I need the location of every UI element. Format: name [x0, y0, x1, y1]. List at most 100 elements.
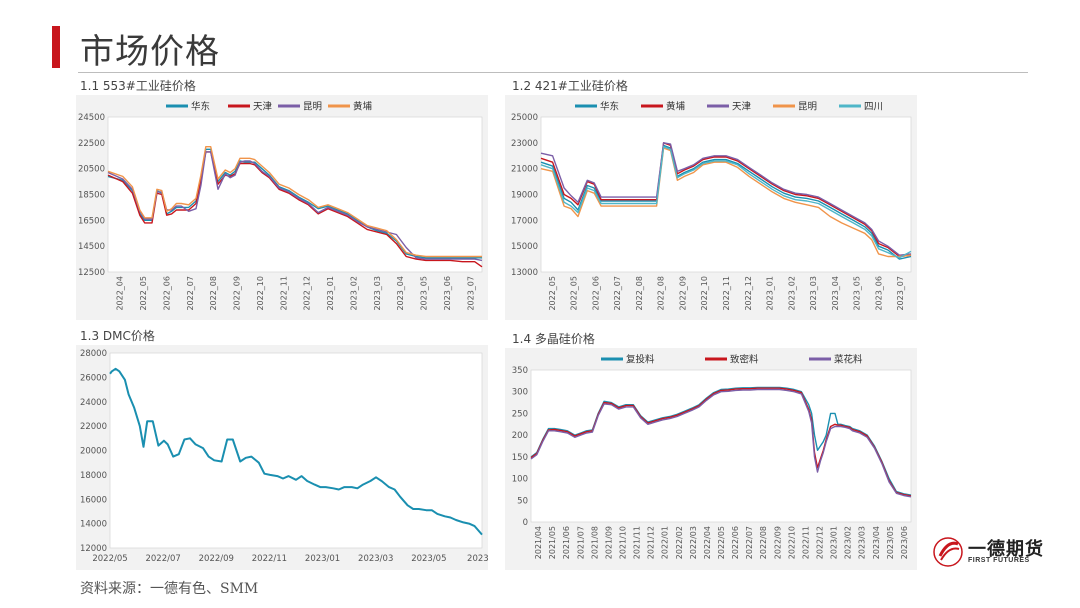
y-tick-label: 13000 [511, 268, 538, 278]
title-divider [78, 72, 1028, 73]
x-tick-label: 2022/12 [816, 526, 825, 559]
x-tick-label: 2023_04 [831, 276, 840, 311]
y-tick-label: 22000 [80, 422, 107, 432]
x-tick-label: 2022_10 [256, 276, 265, 311]
y-tick-label: 200 [512, 431, 528, 441]
y-tick-label: 18500 [78, 191, 105, 201]
legend-label: 致密料 [730, 354, 759, 366]
x-tick-label: 2023_05 [853, 276, 862, 311]
y-tick-label: 150 [512, 453, 528, 463]
x-tick-label: 2022_10 [700, 276, 709, 311]
company-logo-icon [933, 537, 963, 567]
x-tick-label: 2023_06 [443, 276, 452, 311]
series-line [540, 142, 912, 256]
x-tick-label: 2023/04 [872, 526, 881, 559]
x-tick-label: 2022/07 [745, 526, 754, 559]
x-tick-label: 2023/06 [900, 526, 909, 559]
x-tick-label: 2022/06 [731, 526, 740, 559]
legend-label: 昆明 [798, 102, 817, 113]
x-tick-label: 2022/10 [787, 526, 796, 559]
x-tick-label: 2023_07 [896, 276, 905, 311]
y-tick-label: 50 [517, 496, 528, 506]
x-tick-label: 2021/12 [647, 526, 656, 559]
legend-label: 天津 [253, 102, 273, 113]
y-tick-label: 250 [512, 409, 528, 419]
title-accent-bar [52, 26, 60, 68]
legend-label: 天津 [732, 102, 752, 113]
y-tick-label: 26000 [80, 373, 107, 383]
x-tick-label: 2023/05 [411, 554, 446, 564]
x-tick-label: 2023_04 [396, 276, 405, 311]
x-tick-label: 2021/08 [590, 526, 599, 559]
y-tick-label: 350 [512, 366, 528, 376]
y-tick-label: 22500 [78, 139, 105, 149]
x-tick-label: 2022_06 [591, 276, 600, 311]
x-tick-label: 2022_08 [657, 276, 666, 311]
x-tick-label: 2023/05 [886, 526, 895, 559]
x-tick-label: 2023_03 [809, 276, 818, 311]
y-tick-label: 14500 [78, 242, 105, 252]
y-tick-label: 16000 [80, 495, 107, 505]
x-tick-label: 2023/01 [830, 526, 839, 559]
plot-area [540, 116, 912, 273]
x-tick-label: 2023_02 [787, 276, 796, 311]
y-tick-label: 25000 [511, 113, 538, 123]
y-tick-label: 24000 [80, 398, 107, 408]
x-tick-label: 2022_06 [162, 276, 171, 311]
legend-label: 华东 [191, 101, 210, 113]
legend-label: 菜花料 [834, 354, 863, 366]
x-tick-label: 2022/07 [145, 554, 180, 564]
x-tick-label: 2022/03 [689, 526, 698, 559]
y-tick-label: 300 [512, 388, 528, 398]
panel-label-421: 1.2 421#工业硅价格 [512, 79, 628, 93]
x-tick-label: 2023/02 [844, 526, 853, 559]
legend-label: 黄埔 [353, 101, 373, 113]
x-tick-label: 2021/04 [534, 526, 543, 559]
x-tick-label: 2022/02 [675, 526, 684, 559]
x-tick-label: 2022_12 [303, 276, 312, 311]
x-tick-label: 2022/05 [717, 526, 726, 559]
legend-label: 四川 [864, 102, 883, 113]
legend-label: 昆明 [303, 102, 322, 113]
x-tick-label: 2022_09 [233, 276, 242, 311]
logo-text-en: FIRST FUTURES [968, 557, 1030, 564]
x-tick-label: 2022_04 [116, 276, 125, 311]
x-tick-label: 2021/10 [618, 526, 627, 559]
series-line [107, 146, 482, 258]
x-tick-label: 2023/03 [858, 526, 867, 559]
series-line [107, 151, 483, 268]
series-line [540, 147, 912, 258]
x-tick-label: 2021/11 [633, 526, 642, 559]
y-tick-label: 24500 [78, 113, 105, 123]
x-tick-label: 2021/05 [548, 526, 557, 559]
x-tick-label: 2022/09 [199, 554, 234, 564]
y-tick-label: 21000 [511, 165, 538, 175]
legend-label: 复投料 [626, 354, 655, 366]
x-tick-label: 2022/08 [759, 526, 768, 559]
x-tick-label: 2022_08 [635, 276, 644, 311]
x-tick-label: 2022/11 [801, 526, 810, 559]
y-tick-label: 0 [523, 518, 528, 528]
series-line [530, 388, 912, 498]
x-tick-label: 2022_07 [613, 276, 622, 311]
plot-area [109, 352, 483, 549]
x-tick-label: 2022_07 [186, 276, 195, 311]
x-tick-label: 2022_08 [209, 276, 218, 311]
x-tick-label: 2023/03 [358, 554, 393, 564]
x-tick-label: 2022/05 [92, 554, 127, 564]
y-tick-label: 18000 [80, 471, 107, 481]
x-tick-label: 2022/04 [703, 526, 712, 559]
series-line [109, 367, 483, 536]
x-tick-label: 2022_09 [678, 276, 687, 311]
chart-553-silicon-price: 12500 14500 16500 18500 20500 22500 24500 2022_… [76, 95, 488, 320]
x-tick-label: 2022_05 [570, 276, 579, 311]
plot-area [530, 369, 912, 523]
legend-label: 黄埔 [666, 101, 686, 113]
x-tick-label: 2021/06 [562, 526, 571, 559]
y-tick-label: 28000 [80, 349, 107, 359]
x-tick-label: 2023_06 [874, 276, 883, 311]
x-tick-label: 2022/11 [252, 554, 287, 564]
x-tick-label: 2022_05 [548, 276, 557, 311]
y-tick-label: 15000 [511, 242, 538, 252]
panel-label-553: 1.1 553#工业硅价格 [80, 79, 196, 93]
